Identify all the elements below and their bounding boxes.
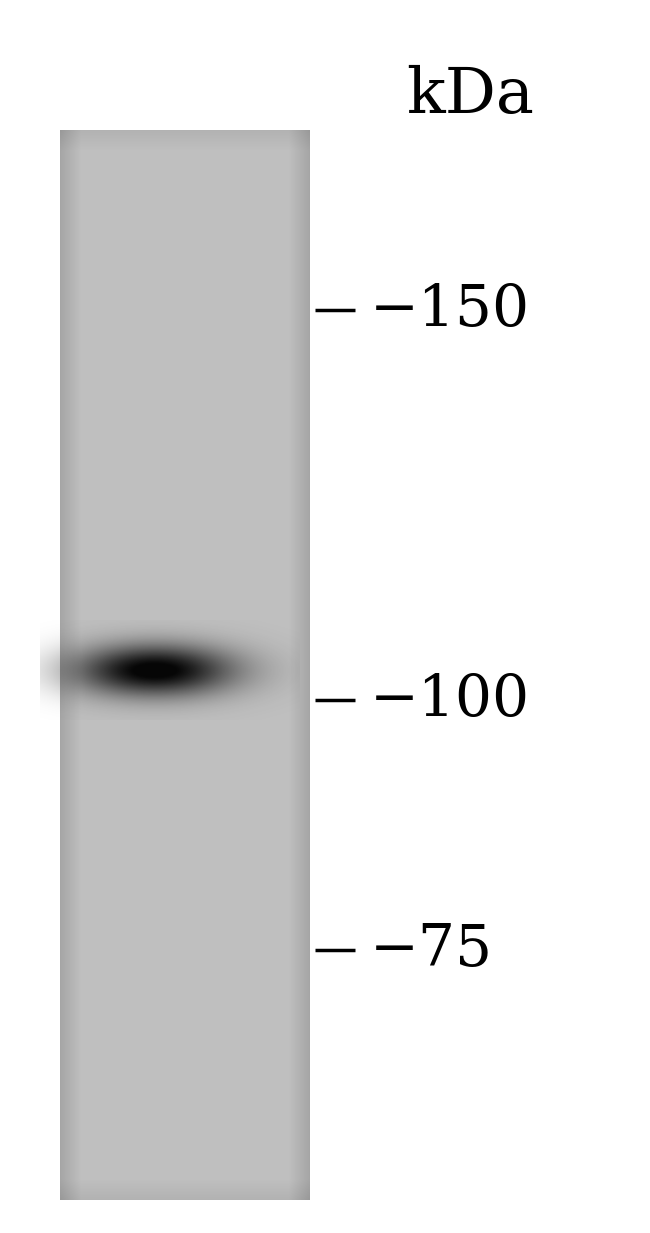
- Text: kDa: kDa: [406, 65, 534, 126]
- Text: −100: −100: [370, 672, 530, 727]
- Text: −150: −150: [370, 282, 530, 338]
- Text: −75: −75: [370, 922, 493, 978]
